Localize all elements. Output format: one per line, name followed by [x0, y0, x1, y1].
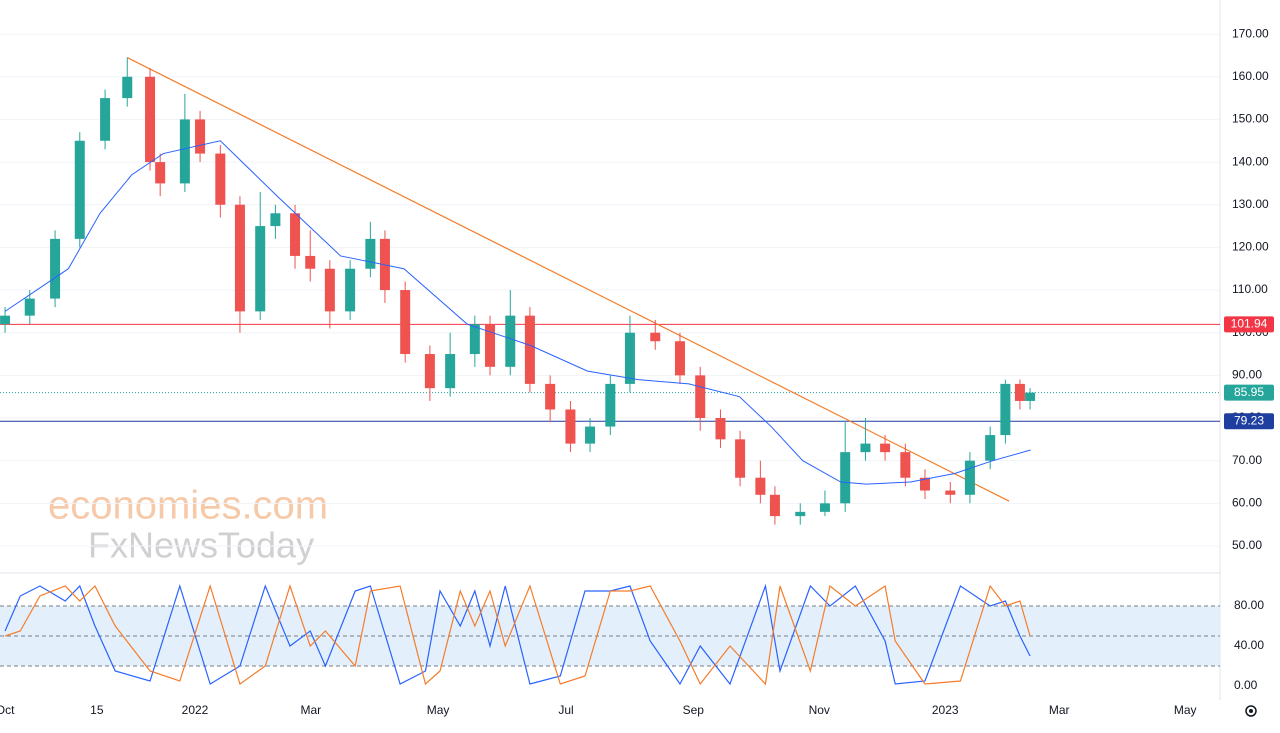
x-tick-label: Sep — [683, 703, 705, 717]
candle-body — [1025, 392, 1036, 401]
candle-body — [565, 409, 576, 444]
settings-icon[interactable] — [1245, 705, 1257, 717]
candle-body — [424, 354, 435, 389]
candle-body — [270, 213, 281, 227]
candle-body — [650, 332, 661, 342]
candle-body — [880, 443, 891, 453]
candle-body — [485, 324, 496, 367]
candle-body — [400, 290, 411, 355]
candle-body — [215, 153, 226, 205]
candle-body — [715, 418, 726, 440]
y-tick-label: 50.00 — [1232, 538, 1262, 552]
candle-body — [964, 460, 975, 495]
moving-average — [4, 140, 1031, 485]
candle-body — [290, 213, 301, 256]
candle-body — [840, 452, 851, 504]
watermark-text: economies.com — [48, 484, 328, 528]
candle-body — [324, 268, 335, 312]
candle-body — [755, 477, 766, 495]
candle-body — [145, 76, 156, 163]
x-tick-label: May — [1174, 703, 1197, 717]
candle-body — [919, 477, 930, 491]
candle-body — [24, 298, 35, 316]
candle-body — [900, 452, 911, 478]
x-tick-label: Nov — [809, 703, 830, 717]
candle-body — [524, 315, 535, 384]
x-tick-label: Jul — [558, 703, 573, 717]
x-tick-label: 2023 — [932, 703, 959, 717]
candle-body — [0, 315, 11, 325]
candle-body — [505, 315, 516, 367]
price-label: 85.95 — [1234, 385, 1264, 399]
candle-body — [695, 375, 706, 419]
y-tick-label: 170.00 — [1232, 26, 1269, 40]
candle-body — [819, 503, 830, 512]
candle-body — [1014, 383, 1025, 401]
y-tick-label: 40.00 — [1234, 638, 1264, 652]
watermark-text: FxNewsToday — [88, 525, 314, 566]
y-tick-label: 0.00 — [1234, 678, 1258, 692]
candle-body — [624, 332, 635, 384]
candle-body — [50, 238, 61, 299]
price-label-box — [1224, 384, 1274, 401]
candle-body — [795, 511, 806, 517]
candle-body — [179, 119, 190, 184]
price-label-box — [1224, 413, 1274, 430]
watermark: economies.com FxNewsToday — [48, 484, 328, 566]
candle-body — [445, 354, 456, 389]
candle-body — [605, 383, 616, 427]
candle-body — [155, 162, 166, 184]
y-tick-label: 80.00 — [1234, 598, 1264, 612]
candle-body — [305, 255, 316, 269]
candle-body — [735, 439, 746, 478]
candle-body — [585, 426, 596, 444]
y-tick-label: 160.00 — [1232, 69, 1269, 83]
y-tick-label: 90.00 — [1232, 368, 1262, 382]
y-tick-label: 150.00 — [1232, 112, 1269, 126]
price-label: 79.23 — [1234, 413, 1264, 427]
y-tick-label: 120.00 — [1232, 240, 1269, 254]
x-tick-label: Oct — [0, 703, 15, 717]
y-tick-label: 70.00 — [1232, 453, 1262, 467]
candle-body — [860, 443, 871, 453]
candle-body — [365, 238, 376, 269]
trend-line — [126, 57, 1010, 502]
candle-body — [195, 119, 206, 154]
y-tick-label: 110.00 — [1232, 282, 1268, 296]
x-tick-label: Mar — [301, 703, 322, 717]
stochastic-line — [4, 583, 1031, 686]
candle-body — [122, 76, 133, 99]
price-label-box — [1224, 316, 1274, 333]
candle-body — [1000, 383, 1011, 436]
x-tick-label: 2022 — [182, 703, 209, 717]
candle-body — [985, 435, 996, 461]
candle-body — [545, 383, 556, 410]
candle-body — [469, 324, 480, 355]
x-tick-label: May — [427, 703, 450, 717]
candle-body — [100, 98, 111, 141]
candle-body — [74, 140, 85, 239]
candle-body — [769, 494, 780, 517]
x-tick-label: Mar — [1049, 703, 1070, 717]
candle-body — [255, 226, 266, 312]
y-tick-label: 140.00 — [1232, 154, 1269, 168]
candle-body — [345, 268, 356, 312]
price-label: 101.94 — [1231, 317, 1268, 331]
y-tick-label: 130.00 — [1232, 197, 1269, 211]
candle-body — [234, 204, 245, 312]
x-tick-label: 15 — [90, 703, 104, 717]
y-tick-label: 60.00 — [1232, 495, 1262, 509]
stochastic-line — [4, 583, 1031, 686]
candle-body — [674, 341, 685, 376]
candle-body — [945, 490, 956, 495]
